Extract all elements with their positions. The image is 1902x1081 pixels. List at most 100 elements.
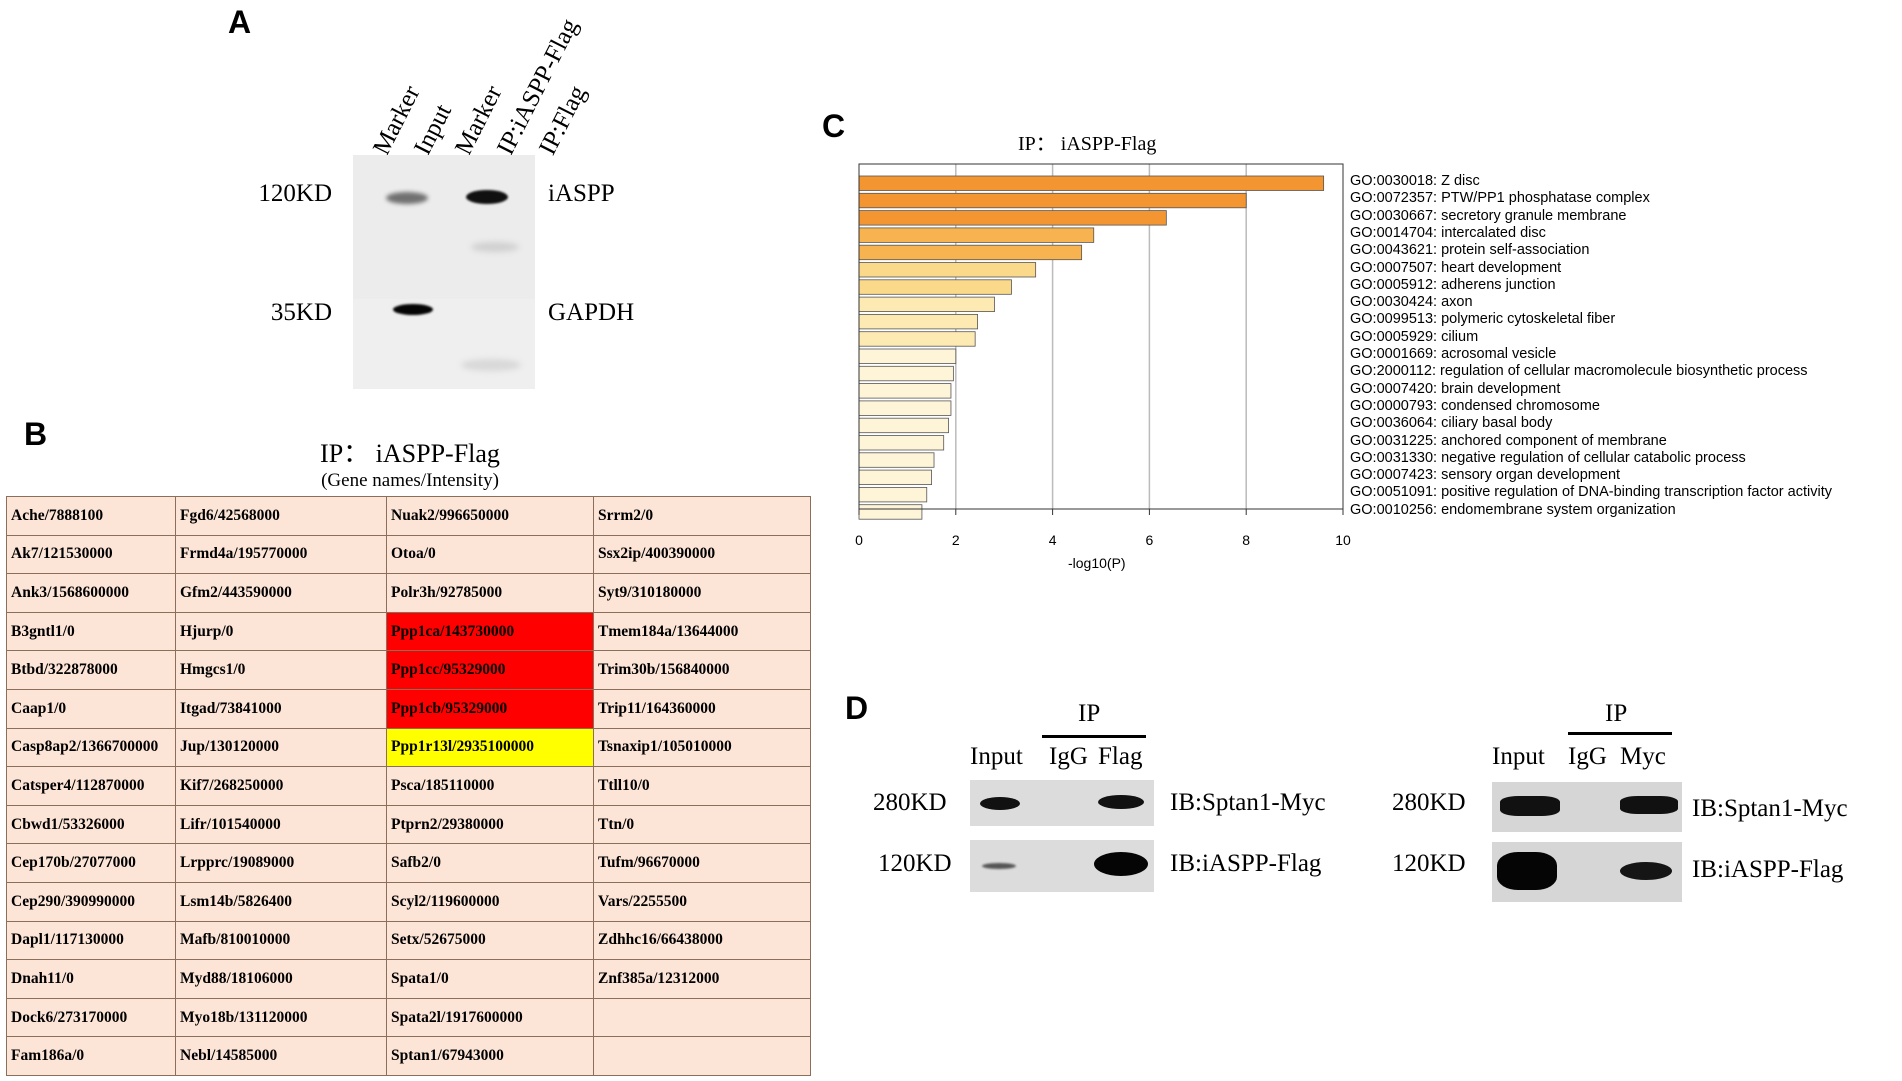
go-term-label: GO:0005912: adherens junction [1350, 276, 1556, 293]
ip-label-left: IP [1078, 700, 1101, 727]
blot-d-left-iaspp [970, 840, 1154, 892]
go-term-label: GO:0036064: ciliary basal body [1350, 415, 1553, 432]
gene-cell: Srrm2/0 [593, 496, 811, 536]
gene-cell: Scyl2/119600000 [386, 881, 594, 922]
bar [858, 383, 952, 399]
gene-cell: Ttn/0 [593, 804, 811, 845]
gene-cell: Vars/2255500 [593, 881, 811, 922]
marker-280kd-right: 280KD [1392, 789, 1466, 816]
gene-cell: Hjurp/0 [175, 611, 387, 652]
band [980, 797, 1020, 810]
panel-b-label: B [24, 416, 48, 452]
band [1620, 862, 1672, 880]
bar [858, 348, 957, 364]
table-row: Casp8ap2/1366700000 Jup/130120000 Ppp1r13l… [6, 727, 811, 768]
gene-cell: Btbd/322878000 [6, 650, 176, 690]
band-ip-iaspp [466, 190, 508, 204]
go-term-label: GO:0043621: protein self-association [1350, 242, 1590, 259]
gene-cell: Dnah11/0 [6, 959, 176, 999]
band-input-iaspp [386, 192, 428, 204]
marker-120kd-right: 120KD [1392, 850, 1466, 877]
go-term-label: GO:0007423: sensory organ development [1350, 467, 1621, 484]
table-row: Btbd/322878000 Hmgcs1/0 Ppp1cc/95329000 Tri… [6, 650, 811, 690]
gene-cell: Spata1/0 [386, 959, 594, 999]
protein-iaspp: iASPP [548, 180, 615, 207]
go-term-label: GO:2000112: regulation of cellular macro… [1350, 363, 1808, 380]
table-row: Catsper4/112870000 Kif7/268250000 Psca/185… [6, 766, 811, 806]
band [1094, 852, 1148, 876]
bar [858, 452, 935, 468]
gene-cell: Dapl1/117130000 [6, 920, 176, 961]
marker-120kd-left: 120KD [878, 850, 952, 877]
x-tick-label: 6 [1145, 532, 1154, 548]
gene-cell: B3gntl1/0 [6, 611, 176, 652]
go-term-label: GO:0014704: intercalated disc [1350, 224, 1546, 241]
table-row: Cep170b/27077000 Lrpprc/19089000 Safb2/0 Tu… [6, 843, 811, 883]
blot-d-right-sptan1 [1492, 782, 1682, 832]
gene-cell: Ptprn2/29380000 [386, 804, 594, 845]
gene-cell: Otoa/0 [386, 534, 594, 575]
chart-title: IP： iASPP-Flag [1018, 133, 1157, 155]
go-term-label: GO:0072357: PTW/PP1 phosphatase complex [1350, 190, 1650, 207]
lane-input-left: Input [970, 743, 1023, 770]
gene-cell: Catsper4/112870000 [6, 766, 176, 806]
gene-cell: Tufm/96670000 [593, 843, 811, 883]
gene-cell: Syt9/310180000 [593, 573, 811, 613]
bar [858, 365, 954, 382]
gene-cell: Tsnaxip1/105010000 [593, 727, 811, 768]
ip-bracket-right [1568, 732, 1672, 735]
marker-35kd: 35KD [270, 299, 332, 326]
gene-cell: Safb2/0 [386, 843, 594, 883]
gene-cell: Ak7/121530000 [6, 534, 176, 575]
gene-cell: Caap1/0 [6, 688, 176, 729]
gene-cell: Lrpprc/19089000 [175, 843, 387, 883]
x-tick-label: 10 [1335, 532, 1351, 548]
blot-gapdh [353, 299, 535, 389]
gene-cell: Cep290/390990000 [6, 881, 176, 922]
gene-cell: Fgd6/42568000 [175, 496, 387, 536]
table-row: Fam186a/0 Nebl/14585000 Sptan1/67943000 [6, 1036, 811, 1076]
gene-cell: Ppp1r13l/2935100000 [386, 727, 594, 768]
gene-cell: Cep170b/27077000 [6, 843, 176, 883]
gene-cell: Setx/52675000 [386, 920, 594, 961]
gene-cell: Kif7/268250000 [175, 766, 387, 806]
x-tick-label: 0 [855, 532, 863, 548]
x-tick-label: 8 [1242, 532, 1251, 548]
panel-a-label: A [228, 4, 252, 40]
table-title: IP： iASPP-Flag [320, 439, 500, 468]
gene-cell: Ppp1cb/95329000 [386, 688, 594, 729]
gene-cell: Hmgcs1/0 [175, 650, 387, 690]
gene-cell: Ssx2ip/400390000 [593, 534, 811, 575]
gene-cell: Nebl/14585000 [175, 1036, 387, 1076]
band-faint-gapdh [461, 359, 521, 371]
ib-sptan1-right: IB:Sptan1-Myc [1692, 795, 1848, 822]
gene-cell: Ppp1cc/95329000 [386, 650, 594, 690]
go-term-label: GO:0099513: polymeric cytoskeletal fiber [1350, 311, 1616, 328]
panel-c-label: C [822, 108, 846, 144]
gene-cell: Zdhhc16/66438000 [593, 920, 811, 961]
gene-cell: Lifr/101540000 [175, 804, 387, 845]
go-term-label: GO:0030667: secretory granule membrane [1350, 207, 1627, 224]
gene-cell: Polr3h/92785000 [386, 573, 594, 613]
table-subtitle: (Gene names/Intensity) [321, 470, 499, 491]
gene-cell [593, 1036, 811, 1076]
table-row: Cbwd1/53326000 Lifr/101540000 Ptprn2/29380… [6, 804, 811, 845]
blot-iaspp [353, 155, 535, 299]
marker-280kd-left: 280KD [873, 789, 947, 816]
go-term-label: GO:0051091: positive regulation of DNA-b… [1350, 484, 1832, 501]
gene-cell: Ache/7888100 [6, 496, 176, 536]
go-term-label: GO:0030018: Z disc [1350, 173, 1480, 189]
bar [858, 296, 995, 313]
go-term-label: GO:0001669: acrosomal vesicle [1350, 346, 1557, 362]
go-term-label: GO:0031330: negative regulation of cellu… [1350, 449, 1746, 466]
table-row: Dapl1/117130000 Mafb/810010000 Setx/526750… [6, 920, 811, 961]
go-term-label: GO:0000793: condensed chromosome [1350, 397, 1600, 414]
table-row: Cep290/390990000 Lsm14b/5826400 Scyl2/1196… [6, 881, 811, 922]
gene-cell: Myd88/18106000 [175, 959, 387, 999]
gene-cell: Gfm2/443590000 [175, 573, 387, 613]
gene-cell: Tmem184a/13644000 [593, 611, 811, 652]
gene-cell: Dock6/273170000 [6, 997, 176, 1038]
gene-cell: Mafb/810010000 [175, 920, 387, 961]
gene-cell: Ppp1ca/143730000 [386, 611, 594, 652]
ib-iaspp-right: IB:iASPP-Flag [1692, 856, 1844, 883]
